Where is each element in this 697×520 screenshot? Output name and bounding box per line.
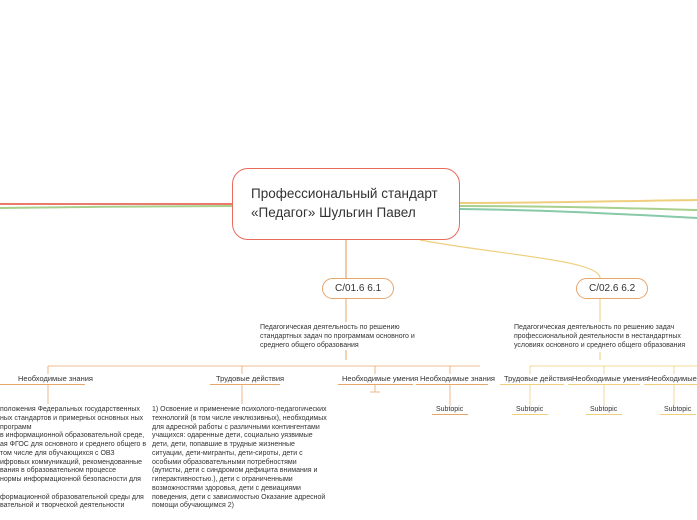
node-c026[interactable]: C/02.6 6.2 <box>576 278 648 299</box>
cat-left-3[interactable]: Необходимые умения <box>342 374 418 383</box>
cat-right-1[interactable]: Трудовые действия <box>504 374 572 383</box>
cat-right-3[interactable]: Необходимые зн <box>648 374 697 383</box>
text-left-c2: 1) Освоение и применение психолого-педаг… <box>152 406 327 511</box>
desc-c016: Педагогическая деятельность по решению с… <box>260 324 440 350</box>
node-c016[interactable]: C/01.6 6.1 <box>322 278 394 299</box>
subtopic-right-c1[interactable]: Subtopic <box>516 406 543 413</box>
cat-right-2[interactable]: Необходимые умения <box>572 374 648 383</box>
desc-c026: Педагогическая деятельность по решению з… <box>514 324 694 350</box>
cat-left-1[interactable]: Необходимые знания <box>18 374 93 383</box>
subtopic-left-c4[interactable]: Subtopic <box>436 406 463 413</box>
root-node[interactable]: Профессиональный стандарт «Педагог» Шуль… <box>232 168 460 240</box>
cat-left-2[interactable]: Трудовые действия <box>216 374 284 383</box>
root-title: Профессиональный стандарт «Педагог» Шуль… <box>251 185 441 223</box>
node-c026-label: C/02.6 6.2 <box>589 283 635 294</box>
node-c016-label: C/01.6 6.1 <box>335 283 381 294</box>
subtopic-right-c2[interactable]: Subtopic <box>590 406 617 413</box>
subtopic-right-c3[interactable]: Subtopic <box>664 406 691 413</box>
cat-left-4[interactable]: Необходимые знания <box>420 374 495 383</box>
text-left-c1: положения Федеральных государственных ны… <box>0 406 150 511</box>
